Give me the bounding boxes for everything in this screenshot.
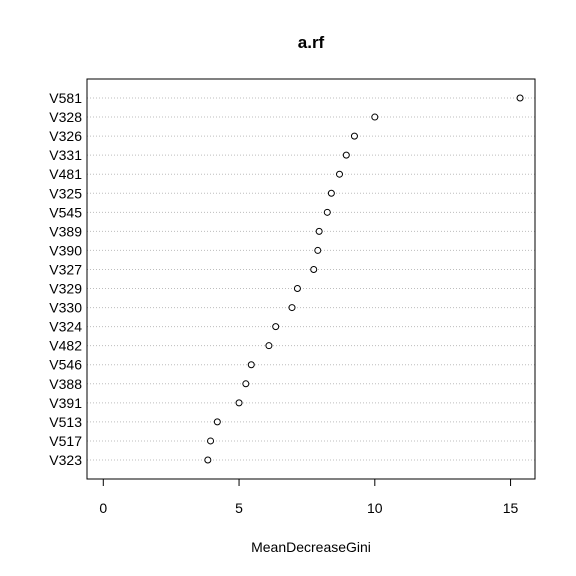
y-label-v326: V326 bbox=[49, 128, 82, 144]
point-v546 bbox=[247, 361, 255, 369]
point-v389 bbox=[315, 227, 323, 235]
y-label-v323: V323 bbox=[49, 452, 82, 468]
point-v545 bbox=[323, 208, 331, 216]
point-v581 bbox=[516, 94, 524, 102]
point-v327 bbox=[310, 265, 318, 273]
y-label-v330: V330 bbox=[49, 300, 82, 316]
y-label-v391: V391 bbox=[49, 395, 82, 411]
point-v331 bbox=[342, 151, 350, 159]
y-label-v390: V390 bbox=[49, 242, 82, 258]
y-label-v546: V546 bbox=[49, 357, 82, 373]
y-label-v581: V581 bbox=[49, 90, 82, 106]
point-v517 bbox=[207, 437, 215, 445]
point-v328 bbox=[371, 113, 379, 121]
point-v325 bbox=[327, 189, 335, 197]
point-v513 bbox=[213, 418, 221, 426]
point-v326 bbox=[350, 132, 358, 140]
y-label-v388: V388 bbox=[49, 376, 82, 392]
y-label-v325: V325 bbox=[49, 185, 82, 201]
point-v390 bbox=[314, 246, 322, 254]
x-tick-label-15: 15 bbox=[503, 500, 519, 516]
y-label-v513: V513 bbox=[49, 414, 82, 430]
x-tick-label-0: 0 bbox=[99, 500, 107, 516]
data-points bbox=[204, 94, 524, 464]
y-label-v327: V327 bbox=[49, 261, 82, 277]
y-label-v331: V331 bbox=[49, 147, 82, 163]
x-axis-label: MeanDecreaseGini bbox=[251, 539, 371, 555]
point-v330 bbox=[288, 304, 296, 312]
y-label-v545: V545 bbox=[49, 204, 82, 220]
point-v323 bbox=[204, 456, 212, 464]
x-axis: 0 5 10 15 bbox=[99, 478, 519, 516]
y-label-v482: V482 bbox=[49, 338, 82, 354]
point-v388 bbox=[242, 380, 250, 388]
y-label-v481: V481 bbox=[49, 166, 82, 182]
y-label-v329: V329 bbox=[49, 281, 82, 297]
point-v329 bbox=[293, 285, 301, 293]
x-tick-label-5: 5 bbox=[235, 500, 243, 516]
y-label-v328: V328 bbox=[49, 109, 82, 125]
point-v481 bbox=[336, 170, 344, 178]
point-v391 bbox=[235, 399, 243, 407]
y-label-v324: V324 bbox=[49, 319, 82, 335]
y-label-v517: V517 bbox=[49, 433, 82, 449]
point-v482 bbox=[265, 342, 273, 350]
chart-title: a.rf bbox=[298, 33, 325, 52]
plot-frame bbox=[86, 78, 536, 480]
y-axis-labels: V581 V328 V326 V331 V481 V325 V545 V389 V390 V327… bbox=[49, 90, 82, 468]
grid-lines bbox=[87, 97, 535, 461]
y-label-v389: V389 bbox=[49, 223, 82, 239]
x-tick-label-10: 10 bbox=[367, 500, 383, 516]
point-v324 bbox=[272, 323, 280, 331]
